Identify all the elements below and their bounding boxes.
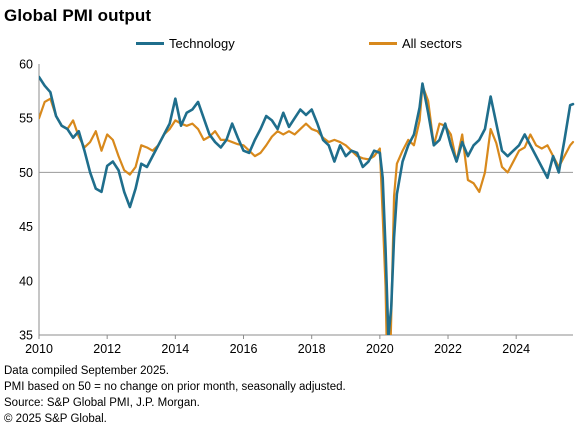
x-tick-label: 2010 (25, 342, 53, 356)
footnotes: Data compiled September 2025. PMI based … (4, 363, 346, 427)
footnote-data-compiled: Data compiled September 2025. (4, 365, 169, 377)
x-tick-label: 2022 (434, 342, 462, 356)
footnote-source: Source: S&P Global PMI, J.P. Morgan. (4, 397, 200, 409)
legend-swatch-technology (136, 42, 164, 45)
y-tick-label: 55 (19, 112, 33, 126)
legend-label-technology: Technology (169, 36, 235, 51)
footnote-pmi-definition: PMI based on 50 = no change on prior mon… (4, 381, 346, 393)
legend-label-all-sectors: All sectors (402, 36, 462, 51)
y-tick-label: 40 (19, 274, 33, 288)
x-tick-label: 2018 (298, 342, 326, 356)
y-tick-label: 60 (19, 58, 33, 72)
x-tick-label: 2020 (366, 342, 394, 356)
x-tick-label: 2016 (230, 342, 258, 356)
x-tick-label: 2014 (161, 342, 189, 356)
y-tick-label: 35 (19, 329, 33, 343)
footnote-copyright: © 2025 S&P Global. (4, 413, 107, 425)
legend-swatch-all-sectors (369, 42, 397, 45)
legend-item-all-sectors: All sectors (369, 36, 462, 51)
legend-item-technology: Technology (136, 36, 235, 51)
series-line-all-sectors (39, 84, 575, 335)
chart-title: Global PMI output (4, 6, 152, 25)
legend: Technology All sectors (0, 36, 580, 54)
x-tick-label: 2024 (502, 342, 530, 356)
series-line-technology (39, 75, 575, 335)
y-tick-label: 45 (19, 220, 33, 234)
x-tick-label: 2012 (93, 342, 121, 356)
y-tick-label: 50 (19, 166, 33, 180)
